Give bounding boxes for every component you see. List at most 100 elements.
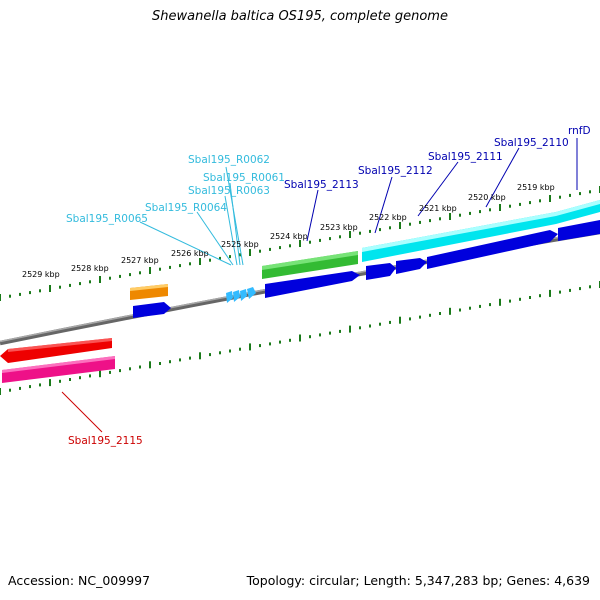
feature-labels: rnfD Sbal195_2110 Sbal195_2111 Sbal195_2… bbox=[66, 125, 591, 447]
label-sbal195-r0065[interactable]: Sbal195_R0065 bbox=[66, 213, 148, 225]
lower-row-tick bbox=[329, 331, 331, 335]
upper-row-tick bbox=[19, 292, 21, 296]
gene-pink-sbal195-2115[interactable] bbox=[2, 356, 115, 383]
upper-row-tick bbox=[229, 255, 231, 259]
upper-row-tick bbox=[109, 276, 111, 280]
tick-label-2527: 2527 kbp bbox=[121, 256, 159, 265]
upper-row-tick bbox=[459, 213, 461, 217]
upper-row-tick bbox=[569, 193, 571, 197]
topology-label: Topology: circular; Length: 5,347,283 bp… bbox=[246, 573, 590, 588]
upper-row-tick bbox=[519, 202, 521, 206]
gene-blue-large-1[interactable] bbox=[265, 271, 360, 298]
upper-row-tick bbox=[169, 265, 171, 269]
lower-row-tick bbox=[89, 374, 91, 378]
rna-arrows[interactable] bbox=[226, 287, 256, 303]
lower-row-tick bbox=[519, 297, 521, 301]
label-sbal195-2115[interactable]: Sbal195_2115 bbox=[68, 435, 143, 447]
lower-row-tick bbox=[479, 304, 481, 308]
tick-label-2525: 2525 kbp bbox=[221, 240, 259, 249]
lower-row-tick bbox=[309, 335, 311, 339]
lower-row-tick bbox=[589, 285, 591, 289]
upper-row-tick bbox=[539, 199, 541, 203]
lower-row-tick bbox=[59, 379, 61, 383]
lower-row-tick bbox=[189, 356, 191, 360]
upper-row-tick bbox=[359, 231, 361, 235]
gene-red-highlight bbox=[8, 338, 112, 352]
upper-row-tick bbox=[49, 285, 51, 292]
gene-features bbox=[0, 200, 600, 383]
upper-row-tick bbox=[29, 291, 31, 295]
label-sbal195-r0064[interactable]: Sbal195_R0064 bbox=[145, 202, 227, 214]
upper-row-tick bbox=[199, 258, 201, 265]
upper-row-tick bbox=[99, 276, 101, 283]
lower-row-tick bbox=[179, 358, 181, 362]
label-sbal195-2111[interactable]: Sbal195_2111 bbox=[428, 151, 503, 163]
lower-row-tick bbox=[299, 334, 301, 342]
upper-row-tick bbox=[259, 249, 261, 253]
tick-rows bbox=[0, 186, 600, 395]
upper-row-tick bbox=[329, 237, 331, 241]
upper-row-tick bbox=[79, 282, 81, 286]
upper-row-tick bbox=[209, 258, 211, 262]
lower-row-tick bbox=[349, 325, 351, 333]
lower-row-tick bbox=[579, 287, 581, 291]
upper-row-tick bbox=[149, 267, 151, 274]
upper-row-tick bbox=[179, 264, 181, 268]
upper-row-tick bbox=[449, 213, 451, 220]
upper-row-tick bbox=[529, 201, 531, 205]
upper-row-tick bbox=[389, 226, 391, 230]
upper-row-tick bbox=[589, 190, 591, 194]
upper-row-tick bbox=[159, 267, 161, 271]
lower-row-tick bbox=[459, 308, 461, 312]
upper-row-tick bbox=[279, 246, 281, 250]
upper-row-tick bbox=[89, 280, 91, 284]
gene-cyan-right-highlight bbox=[556, 200, 600, 216]
gene-red-reverse[interactable] bbox=[0, 338, 112, 363]
upper-row-tick bbox=[559, 195, 561, 199]
upper-row-tick bbox=[9, 294, 11, 298]
label-sbal195-2113[interactable]: Sbal195_2113 bbox=[284, 179, 359, 191]
lower-row-tick bbox=[469, 306, 471, 310]
gene-blue-small[interactable] bbox=[133, 302, 171, 318]
label-sbal195-r0062[interactable]: Sbal195_R0062 bbox=[188, 154, 270, 166]
tick-label-2520: 2520 kbp bbox=[468, 193, 506, 202]
tick-label-2523: 2523 kbp bbox=[320, 223, 358, 232]
gene-blue-sbal195-2112[interactable] bbox=[366, 263, 396, 280]
lower-row-tick bbox=[499, 298, 501, 306]
upper-row-tick bbox=[129, 273, 131, 277]
lower-row-tick bbox=[199, 352, 201, 360]
lower-row-tick bbox=[539, 294, 541, 298]
lower-row-tick bbox=[0, 388, 1, 395]
gene-blue-sbal195-2110[interactable] bbox=[427, 230, 558, 269]
label-sbal195-r0063[interactable]: Sbal195_R0063 bbox=[188, 185, 270, 197]
label-sbal195-r0061[interactable]: Sbal195_R0061 bbox=[203, 172, 285, 184]
lower-row-tick bbox=[159, 362, 161, 365]
upper-row-tick bbox=[39, 289, 41, 293]
tick-label-2526: 2526 kbp bbox=[171, 249, 209, 258]
upper-row-tick bbox=[479, 210, 481, 214]
tick-label-2528: 2528 kbp bbox=[71, 264, 109, 273]
lower-row-tick bbox=[439, 312, 441, 315]
lower-row-tick bbox=[399, 316, 401, 324]
lower-row-tick bbox=[229, 349, 231, 353]
label-sbal195-2110[interactable]: Sbal195_2110 bbox=[494, 137, 569, 149]
lower-row-tick bbox=[419, 315, 421, 319]
lower-row-tick bbox=[559, 290, 561, 294]
label-sbal195-2112[interactable]: Sbal195_2112 bbox=[358, 165, 433, 177]
lower-row-tick bbox=[569, 288, 571, 292]
lower-row-tick bbox=[249, 343, 251, 351]
upper-row-tick bbox=[339, 235, 341, 239]
lower-row-tick bbox=[509, 299, 511, 303]
gene-blue-sbal195-2111[interactable] bbox=[396, 258, 427, 274]
lower-row-tick bbox=[429, 313, 431, 317]
lower-row-tick bbox=[379, 322, 381, 326]
gene-blue-rnfd[interactable] bbox=[558, 220, 600, 241]
label-rnfd[interactable]: rnfD bbox=[568, 125, 591, 137]
lower-row-tick bbox=[489, 303, 491, 307]
upper-row-tick bbox=[189, 262, 191, 266]
gene-green-highlight bbox=[262, 251, 358, 270]
lower-row-tick bbox=[529, 296, 531, 299]
lower-row-tick bbox=[319, 333, 321, 337]
lower-row-tick bbox=[449, 307, 451, 315]
upper-row-tick bbox=[489, 208, 491, 212]
